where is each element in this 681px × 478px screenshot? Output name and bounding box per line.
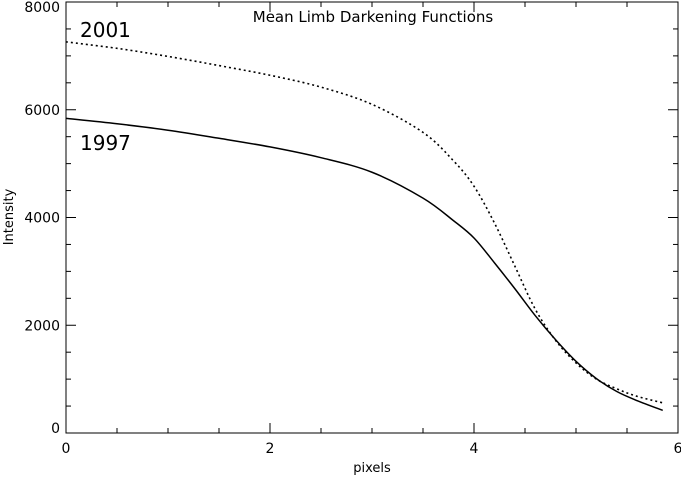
series-label-2001: 2001 [80,18,131,42]
x-tick-label: 4 [470,441,479,457]
y-tick-label: 8000 [24,0,60,16]
series-label-1997: 1997 [80,131,131,155]
y-tick-label: 6000 [24,103,60,119]
y-tick-label: 4000 [24,211,60,227]
series-line-1997 [65,117,663,412]
axis-ticks [65,1,679,434]
x-tick-label: 0 [62,441,71,457]
plot-frame [65,1,679,434]
x-axis-label: pixels [353,461,391,476]
chart-title: Mean Limb Darkening Functions [253,8,494,26]
x-tick-label: 6 [674,441,681,457]
y-tick-label: 2000 [24,318,60,334]
y-tick-label: 0 [51,421,60,437]
axis-tick-labels: 0 2 4 6 0 2000 4000 6000 8000 [24,0,681,457]
series-lines [65,41,663,412]
series-line-2001 [65,41,663,404]
y-axis-label: Intensity [2,188,17,245]
x-tick-label: 2 [266,441,275,457]
